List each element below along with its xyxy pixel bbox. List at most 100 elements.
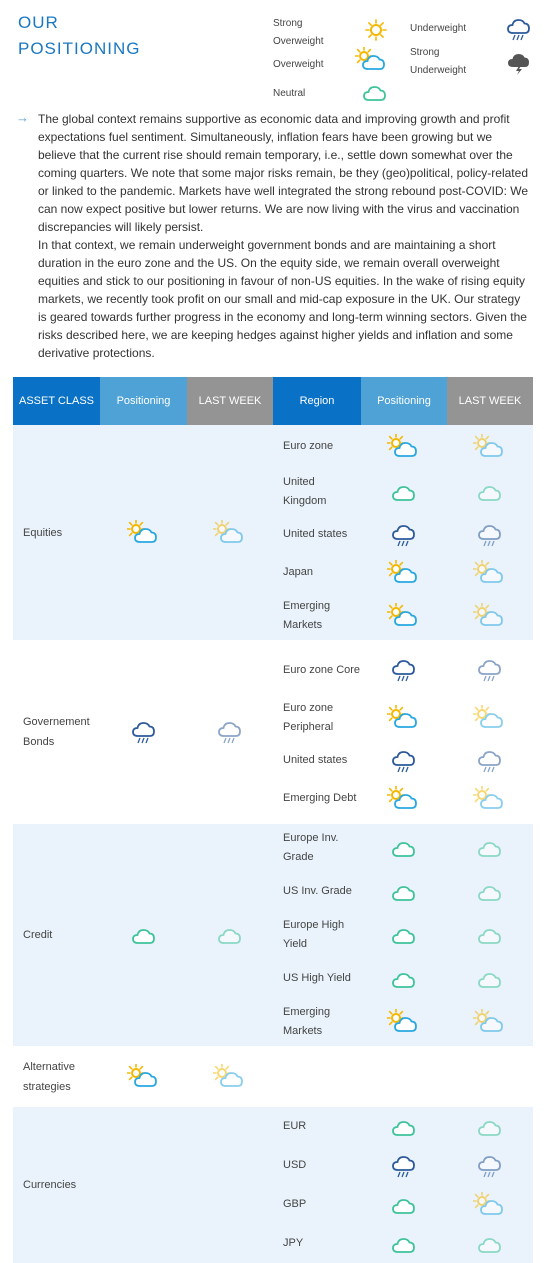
region-cell: Emerging Markets: [273, 592, 361, 640]
overweight-weather-icon: [126, 519, 161, 543]
legend-strong-overweight-label: Strong Overweight: [273, 18, 324, 47]
overweight-weather-icon: [126, 1063, 161, 1087]
region-cell: [273, 1052, 361, 1101]
table-row: GBP: [13, 1185, 533, 1224]
underweight-icon: [506, 16, 532, 42]
region-last-week-cell: [447, 646, 533, 694]
region-cell: Emerging Markets: [273, 998, 361, 1046]
legend-strong-underweight-label: Strong Underweight: [410, 47, 467, 76]
overweight-weather-icon: [473, 1009, 507, 1032]
separator-cell: [13, 1046, 533, 1052]
title-line-1: OUR: [18, 13, 59, 32]
region-positioning-cell: [361, 516, 447, 553]
overweight-weather-icon: [387, 785, 421, 809]
region-cell: Euro zone Core: [283, 663, 361, 676]
overweight-icon: [355, 47, 389, 73]
arrow-right-icon: →: [16, 110, 29, 125]
asset-class-cell: Equities: [13, 425, 100, 640]
legend-overweight-label: Overweight: [273, 59, 324, 70]
region-cell: Euro zone Peripheral: [283, 702, 334, 733]
region-positioning-cell: [361, 1146, 447, 1185]
asset-class-cell: Credit: [13, 824, 100, 1046]
underweight-weather-icon: [217, 722, 243, 744]
region-positioning-cell: [361, 694, 447, 742]
overweight-weather-icon: [213, 1063, 247, 1087]
region-last-week-cell: [447, 553, 533, 592]
group-separator: [13, 818, 533, 824]
neutral-weather-icon: [475, 486, 505, 501]
strong-overweight-weather-icon: [364, 19, 390, 41]
neutral-weather-icon: [475, 972, 505, 988]
region-positioning-cell: [361, 824, 447, 872]
region-cell: United states: [283, 754, 348, 766]
table-row: Currencies EUR: [13, 1107, 533, 1263]
overweight-weather-icon: [387, 433, 421, 457]
neutral-weather-icon: [389, 885, 419, 901]
table-row: United states: [13, 516, 533, 553]
region-cell: GBP: [273, 1185, 361, 1224]
region-last-week-cell: [447, 425, 533, 468]
strong-underweight-weather-icon: [506, 54, 532, 75]
table-row: Alternative strategies: [13, 1052, 533, 1101]
table-row: Emerging Markets: [13, 998, 533, 1046]
separator-cell: [13, 1101, 533, 1107]
overweight-weather-icon: [387, 1009, 421, 1032]
region-positioning-cell: [361, 425, 447, 468]
table-row: US High Yield: [13, 959, 533, 998]
region-positioning-cell: [361, 592, 447, 640]
region-last-week-cell: [447, 998, 533, 1046]
overweight-weather-icon: [473, 433, 507, 457]
overweight-weather-icon: [473, 705, 507, 728]
overweight-weather-icon: [355, 47, 389, 70]
region-cell: US High Yield: [273, 959, 361, 998]
table-row: Equities Euro zone: [13, 425, 533, 640]
underweight-weather-icon: [391, 750, 417, 772]
asset-last-week-cell: [187, 646, 273, 818]
neutral-weather-icon: [389, 1120, 419, 1136]
region-last-week-cell: [447, 592, 533, 640]
asset-positioning-cell: [100, 1052, 187, 1101]
region-last-week-cell: [447, 1185, 533, 1224]
neutral-weather-icon: [389, 1198, 419, 1214]
region-positioning-cell: [361, 779, 447, 818]
region-positioning-cell: [361, 1185, 447, 1224]
table-row: Emerging Markets: [13, 592, 533, 640]
neutral-weather-icon: [475, 842, 505, 857]
region-last-week-cell: [447, 694, 533, 742]
neutral-weather-icon: [389, 486, 419, 501]
neutral-weather-icon: [475, 1120, 505, 1136]
region-last-week-cell: [447, 1107, 533, 1146]
asset-positioning-cell: [100, 646, 187, 818]
legend-underweight-label: Underweight: [410, 23, 467, 34]
title-line-2: POSITIONING: [18, 39, 141, 58]
neutral-weather-icon: [389, 842, 419, 857]
header-positioning: Positioning: [100, 377, 187, 425]
neutral-weather-icon: [360, 83, 390, 101]
region-cell: Emerging Debt: [283, 792, 357, 804]
neutral-weather-icon: [215, 929, 245, 944]
region-positioning-cell: [361, 646, 447, 694]
region-positioning-cell: [361, 468, 447, 516]
strong-underweight-icon: [506, 50, 532, 76]
overweight-weather-icon: [213, 519, 247, 543]
underweight-weather-icon: [477, 660, 503, 682]
region-cell: EUR: [273, 1107, 361, 1146]
intro-paragraph-1: The global context remains supportive as…: [38, 112, 529, 234]
neutral-weather-icon: [129, 929, 159, 944]
region-cell: Japan: [273, 553, 361, 592]
header-region-last-week: LAST WEEK: [447, 377, 533, 425]
group-separator: [13, 640, 533, 646]
region-cell: USD: [273, 1146, 361, 1185]
region-last-week-cell: [447, 824, 533, 872]
region-cell: United Kingdom: [273, 468, 361, 516]
table-row: United states: [13, 742, 533, 779]
neutral-weather-icon: [475, 1237, 505, 1253]
asset-positioning-cell: [100, 1107, 187, 1263]
asset-class-cell: Alternative strategies: [13, 1052, 100, 1101]
region-positioning-cell: [361, 553, 447, 592]
region-cell: United states: [273, 516, 361, 553]
underweight-weather-icon: [506, 19, 532, 41]
asset-last-week-cell: [187, 824, 273, 1046]
asset-last-week-cell: [187, 1107, 273, 1263]
asset-positioning-cell: [100, 824, 187, 1046]
